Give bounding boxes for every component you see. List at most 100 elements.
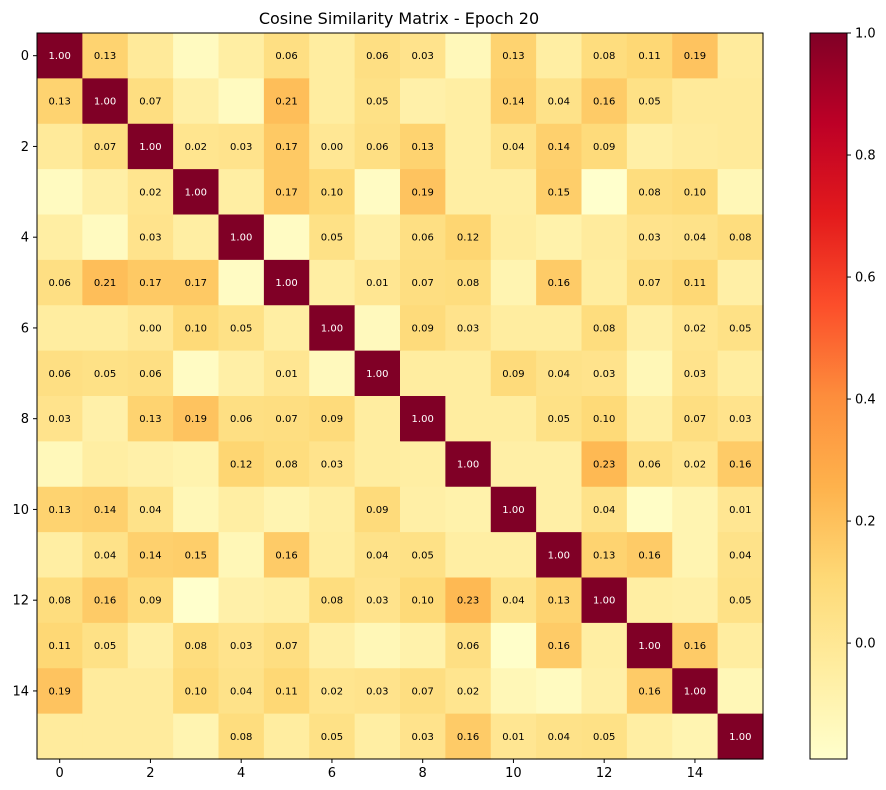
cell-value-label: 0.07 [94, 142, 116, 153]
heatmap-cell [717, 713, 764, 760]
cell-value-label: 0.03 [593, 369, 615, 380]
cell-value-label: 0.13 [94, 51, 116, 62]
cell-value-label: 0.02 [139, 187, 161, 198]
cell-value-label: 0.03 [457, 323, 479, 334]
cell-value-label: 0.03 [139, 233, 161, 244]
cell-value-label: 1.00 [548, 550, 570, 561]
heatmap-cell [173, 78, 220, 125]
heatmap-cell [309, 259, 356, 306]
heatmap-cell [536, 33, 583, 79]
heatmap-cell [445, 486, 492, 533]
heatmap-cell [490, 577, 537, 624]
heatmap-cell [672, 396, 719, 442]
heatmap-cell [717, 441, 764, 488]
heatmap-cell [37, 532, 83, 579]
heatmap-cell [218, 532, 265, 579]
cell-value-label: 0.05 [321, 732, 343, 743]
cell-value-label: 0.07 [275, 414, 297, 425]
y-tick-label: 2 [21, 140, 29, 155]
heatmap-cell [173, 486, 220, 533]
heatmap-cell [490, 396, 537, 442]
cell-value-label: 0.06 [412, 233, 434, 244]
cell-value-label: 0.03 [230, 142, 252, 153]
cell-value-label: 0.14 [548, 142, 570, 153]
heatmap-cell [445, 350, 492, 397]
heatmap-cell [400, 396, 446, 442]
heatmap-cell [445, 713, 492, 760]
heatmap-cell [445, 214, 492, 261]
heatmap-cell [672, 350, 719, 397]
cell-value-label: 0.16 [729, 460, 751, 471]
cell-value-label: 1.00 [729, 732, 751, 743]
cell-value-label: 0.21 [275, 97, 297, 108]
cell-value-label: 0.01 [275, 369, 297, 380]
heatmap-cell [354, 713, 401, 760]
y-tick-label: 0 [21, 49, 29, 64]
heatmap-cell [218, 668, 265, 715]
heatmap-cell [672, 33, 719, 79]
cell-value-label: 0.09 [139, 596, 161, 607]
heatmap-cell [672, 577, 719, 624]
heatmap-cell [218, 622, 265, 669]
cell-value-label: 0.10 [593, 414, 615, 425]
heatmap-cell-labels: 1.00 0.13 0.06 0.06 0.03 0.13 0.08 0.11 0.19 0.13… [49, 51, 752, 743]
heatmap-cell [309, 123, 356, 170]
heatmap-cell [173, 668, 220, 715]
heatmap-cell [581, 668, 628, 715]
heatmap-cell [309, 577, 356, 624]
heatmap-cell [37, 350, 83, 397]
heatmap-cell [127, 532, 174, 579]
heatmap-cell [626, 305, 673, 352]
heatmap-cell [127, 33, 174, 79]
cell-value-label: 0.04 [502, 596, 524, 607]
cell-value-label: 0.13 [49, 97, 71, 108]
heatmap-cell [536, 169, 583, 216]
heatmap-cell [354, 123, 401, 170]
heatmap-cell [354, 577, 401, 624]
cell-value-label: 1.00 [275, 278, 297, 289]
cell-value-label: 0.04 [139, 505, 161, 516]
heatmap-cell [82, 668, 129, 715]
heatmap-cell [127, 78, 174, 125]
heatmap-cell [263, 305, 310, 352]
cell-value-label: 0.04 [502, 142, 524, 153]
colorbar-tick-label: 0.0 [855, 637, 876, 652]
heatmap-cell [581, 713, 628, 760]
heatmap-cell [173, 713, 220, 760]
heatmap-cell [626, 441, 673, 488]
heatmap-cell [626, 622, 673, 669]
heatmap-cell [581, 169, 628, 216]
heatmap-cell [309, 214, 356, 261]
heatmap-cell [127, 123, 174, 170]
heatmap-cell [445, 668, 492, 715]
cell-value-label: 0.19 [684, 51, 706, 62]
heatmap-cell [82, 713, 129, 760]
heatmap-cell [82, 78, 129, 125]
heatmap-cell [263, 577, 310, 624]
cell-value-label: 0.15 [548, 187, 570, 198]
heatmap-cell [490, 486, 537, 533]
cell-value-label: 0.02 [684, 460, 706, 471]
cell-value-label: 0.17 [185, 278, 207, 289]
heatmap-cell [263, 123, 310, 170]
cell-value-label: 1.00 [185, 187, 207, 198]
cell-value-label: 0.08 [275, 460, 297, 471]
cell-value-label: 0.07 [684, 414, 706, 425]
heatmap-cell [82, 486, 129, 533]
cell-value-label: 0.06 [457, 641, 479, 652]
cell-value-label: 0.05 [729, 323, 751, 334]
cell-value-label: 0.16 [548, 641, 570, 652]
heatmap-cell [626, 486, 673, 533]
heatmap-cell [672, 214, 719, 261]
heatmap-cell [173, 396, 220, 442]
heatmap-cell [536, 622, 583, 669]
cell-value-label: 0.03 [49, 414, 71, 425]
heatmap-cell [490, 78, 537, 125]
heatmap-cell [400, 668, 446, 715]
cell-value-label: 0.23 [593, 460, 615, 471]
cell-value-label: 0.17 [275, 187, 297, 198]
cell-value-label: 0.19 [412, 187, 434, 198]
heatmap-cell [536, 396, 583, 442]
heatmap-cell [717, 33, 764, 79]
cell-value-label: 0.06 [638, 460, 660, 471]
